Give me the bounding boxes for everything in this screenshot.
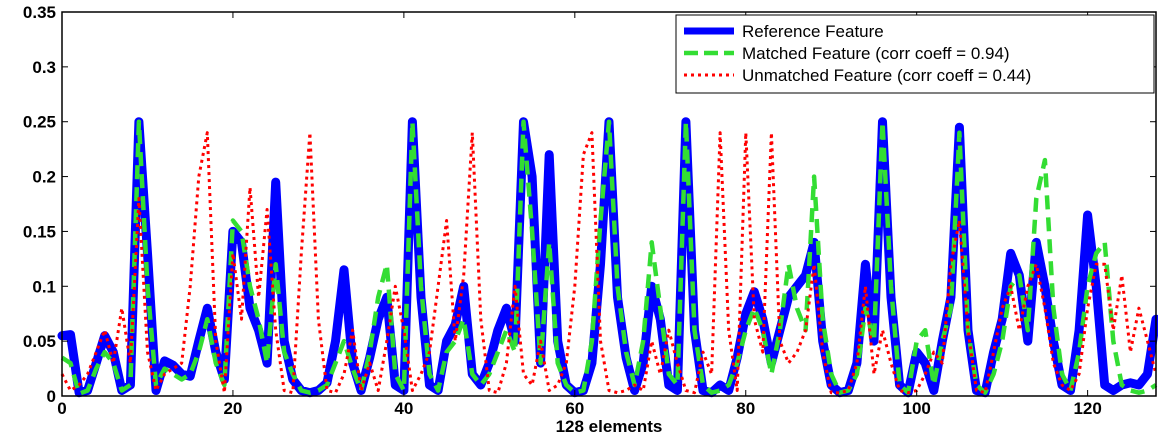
x-axis-label: 128 elements — [556, 417, 663, 436]
legend-label-3: Unmatched Feature (corr coeff = 0.44) — [742, 66, 1031, 85]
x-tick-labels: 0 20 40 60 80 100 120 — [57, 399, 1102, 418]
legend-items: Reference Feature Matched Feature (corr c… — [684, 22, 1031, 85]
x-tick-label: 120 — [1073, 399, 1101, 418]
x-tick-label: 20 — [223, 399, 242, 418]
y-tick-label: 0.05 — [23, 332, 56, 351]
series-line-2 — [60, 119, 1158, 397]
y-tick-label: 0.35 — [23, 3, 56, 22]
series-line-3 — [60, 131, 1158, 395]
legend-label-1: Reference Feature — [742, 22, 884, 41]
x-tick-label: 80 — [736, 399, 755, 418]
y-tick-label: 0.2 — [32, 168, 56, 187]
legend-label-2: Matched Feature (corr coeff = 0.94) — [742, 44, 1010, 63]
x-tick-label: 60 — [565, 399, 584, 418]
y-tick-label: 0.25 — [23, 113, 56, 132]
y-tick-label: 0 — [47, 387, 56, 406]
legend-box — [675, 14, 1155, 94]
plot-series — [57, 117, 1158, 398]
legend: Reference Feature Matched Feature (corr c… — [675, 14, 1155, 94]
x-tick-label: 0 — [57, 399, 66, 418]
y-tick-label: 0.15 — [23, 222, 56, 241]
x-tick-label: 40 — [394, 399, 413, 418]
y-tick-labels: 0 0.05 0.1 0.15 0.2 0.25 0.3 0.35 — [23, 3, 56, 406]
y-tick-label: 0.1 — [32, 277, 56, 296]
y-tick-label: 0.3 — [32, 58, 56, 77]
x-tick-label: 100 — [903, 399, 931, 418]
plot-frame — [61, 11, 1157, 397]
